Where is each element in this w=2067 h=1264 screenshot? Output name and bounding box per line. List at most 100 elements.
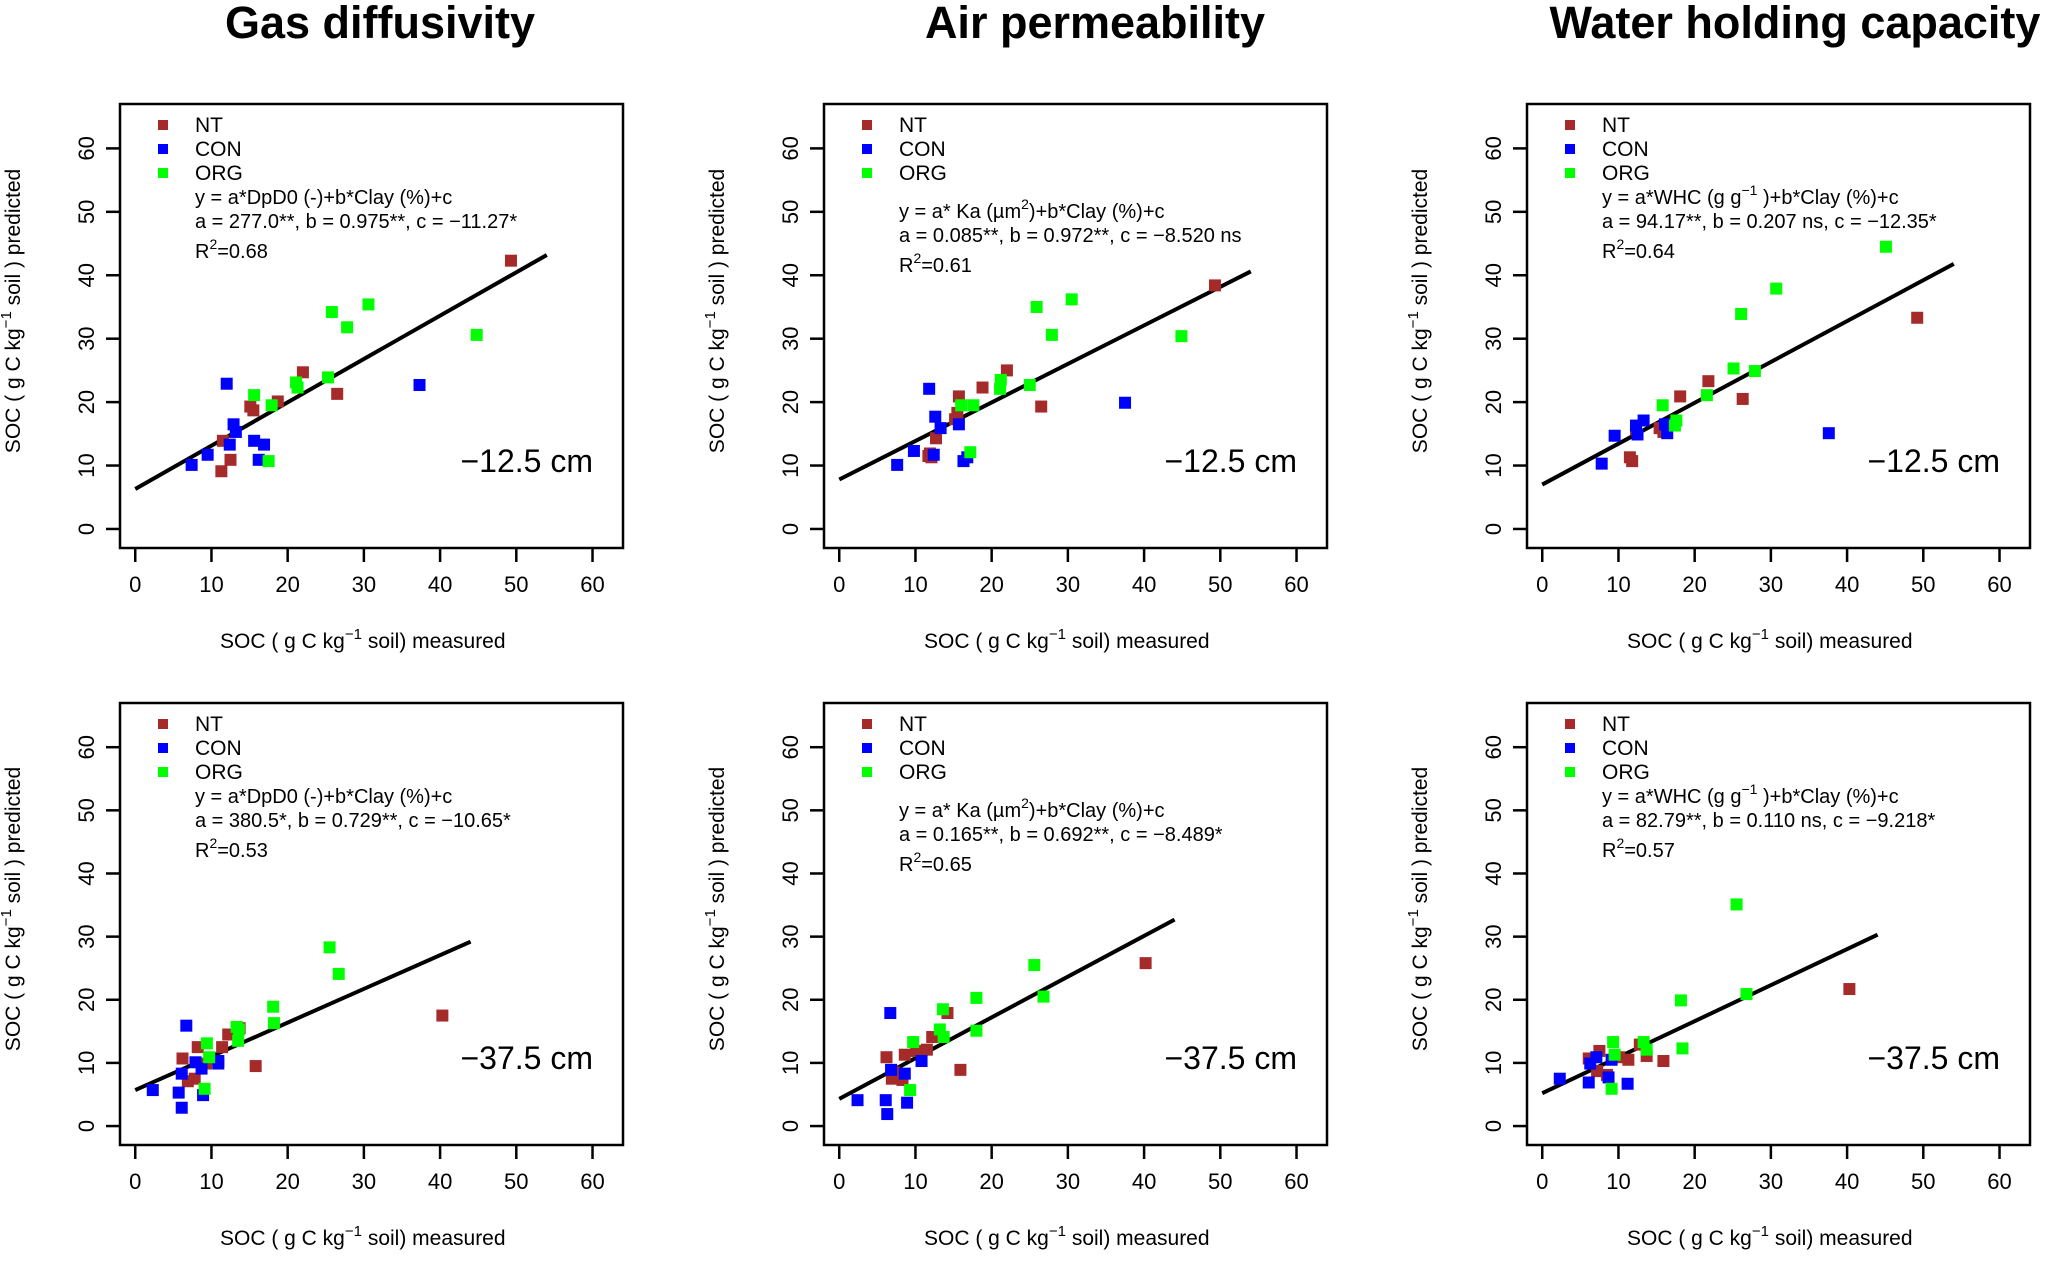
data-point-con xyxy=(258,438,271,451)
data-point-con xyxy=(934,422,947,435)
y-tick-label: 20 xyxy=(74,390,99,414)
data-point-org xyxy=(1608,1048,1621,1061)
x-tick-label: 30 xyxy=(1759,1169,1783,1194)
legend-label-con: CON xyxy=(1602,138,1649,161)
data-point-con xyxy=(201,448,214,461)
y-tick-label: 40 xyxy=(1481,263,1506,287)
y-tick-label: 40 xyxy=(74,263,99,287)
x-tick-label: 50 xyxy=(504,1169,528,1194)
y-tick-label: 60 xyxy=(74,735,99,759)
data-point-org xyxy=(937,1031,950,1044)
data-point-nt xyxy=(954,1063,967,1076)
y-tick-label: 40 xyxy=(778,861,803,885)
x-tick-label: 30 xyxy=(1056,572,1080,597)
plot-frame xyxy=(822,701,1329,1147)
x-tick-label: 0 xyxy=(1536,1169,1548,1194)
data-point-org xyxy=(1028,959,1041,972)
x-tick-label: 40 xyxy=(1132,1169,1156,1194)
legend-swatch-con xyxy=(862,743,872,753)
data-point-con xyxy=(1119,396,1132,409)
data-point-con xyxy=(195,1062,208,1075)
data-point-nt xyxy=(249,1060,262,1073)
y-tick-label: 20 xyxy=(778,988,803,1012)
legend-label-org: ORG xyxy=(1602,761,1650,784)
column-title-gas-diffusivity: Gas diffusivity xyxy=(224,0,536,48)
data-point-org xyxy=(955,399,968,412)
data-point-nt xyxy=(331,387,344,400)
column-title-water-holding-capacity: Water holding capacity xyxy=(1549,0,2041,48)
data-point-org xyxy=(262,455,275,468)
data-point-org xyxy=(1748,365,1761,378)
y-tick-label: 0 xyxy=(778,1120,803,1132)
data-point-con xyxy=(185,458,198,471)
legend-swatch-org xyxy=(158,767,168,777)
scatter-panel-5: 0 10 20 30 40 50 60 0 10 20 30 40 50 60 SOC ( g C kg−1… xyxy=(702,701,1329,1250)
data-point-con xyxy=(891,458,904,471)
data-point-nt xyxy=(1035,400,1048,413)
legend-label-nt: NT xyxy=(1602,114,1630,137)
data-point-con xyxy=(1602,1071,1615,1084)
legend-label-org: ORG xyxy=(899,162,947,185)
data-point-org xyxy=(332,967,345,980)
data-point-con xyxy=(881,1108,894,1121)
regression-equation: y = a*WHC (g g−1 )+b*Clay (%)+c xyxy=(1602,182,1899,209)
data-point-org xyxy=(970,991,983,1004)
legend-swatch-org xyxy=(862,767,872,777)
data-point-con xyxy=(172,1086,185,1099)
data-point-org xyxy=(1045,328,1058,341)
data-point-con xyxy=(884,1007,897,1020)
regression-coefficients: a = 277.0**, b = 0.975**, c = −11.27* xyxy=(195,211,517,233)
data-point-con xyxy=(220,377,233,390)
data-point-nt xyxy=(1000,364,1013,377)
legend-swatch-nt xyxy=(862,719,872,729)
depth-label: −12.5 cm xyxy=(1867,443,2000,479)
legend-swatch-con xyxy=(1565,743,1575,753)
data-point-org xyxy=(267,1017,280,1030)
y-tick-label: 10 xyxy=(778,1051,803,1075)
x-tick-label: 50 xyxy=(504,572,528,597)
y-tick-label: 10 xyxy=(1481,453,1506,477)
data-point-con xyxy=(1608,429,1621,442)
r-squared: R2=0.61 xyxy=(899,250,972,277)
data-point-org xyxy=(203,1051,216,1064)
legend-swatch-nt xyxy=(1565,120,1575,130)
legend-label-con: CON xyxy=(899,737,946,760)
scatter-panel-3: 0 10 20 30 40 50 60 0 10 20 30 40 50 60 SOC ( g C kg−1… xyxy=(1405,102,2032,653)
data-point-con xyxy=(1658,418,1671,431)
data-point-org xyxy=(470,328,483,341)
y-tick-label: 30 xyxy=(74,326,99,350)
y-tick-label: 50 xyxy=(778,200,803,224)
data-point-nt xyxy=(1208,279,1221,292)
regression-coefficients: a = 380.5*, b = 0.729**, c = −10.65* xyxy=(195,810,511,832)
y-tick-label: 0 xyxy=(778,523,803,535)
data-point-con xyxy=(923,382,936,395)
data-point-con xyxy=(180,1019,193,1032)
y-tick-label: 30 xyxy=(778,326,803,350)
y-axis-label: SOC ( g C kg−1 soil ) predicted xyxy=(1405,767,1432,1051)
x-axis-label: SOC ( g C kg−1 soil) measured xyxy=(1627,626,1913,653)
y-tick-label: 0 xyxy=(74,523,99,535)
legend-label-nt: NT xyxy=(195,114,223,137)
legend-label-con: CON xyxy=(195,737,242,760)
plot-frame xyxy=(118,701,625,1147)
x-tick-label: 30 xyxy=(352,1169,376,1194)
scatter-panel-4: 0 10 20 30 40 50 60 0 10 20 30 40 50 60 SOC ( g C kg−1… xyxy=(0,701,625,1250)
data-point-nt xyxy=(1626,455,1639,468)
r-squared: R2=0.64 xyxy=(1602,236,1675,263)
y-tick-label: 60 xyxy=(778,735,803,759)
x-tick-label: 30 xyxy=(1056,1169,1080,1194)
y-axis-label: SOC ( g C kg−1 soil ) predicted xyxy=(702,767,729,1051)
x-tick-label: 40 xyxy=(1835,1169,1859,1194)
data-point-nt xyxy=(191,1041,204,1054)
r-squared: R2=0.53 xyxy=(195,835,268,862)
x-tick-label: 20 xyxy=(1682,572,1706,597)
legend-swatch-nt xyxy=(158,120,168,130)
data-point-org xyxy=(1023,378,1036,391)
legend-swatch-nt xyxy=(158,719,168,729)
y-tick-label: 60 xyxy=(778,136,803,160)
data-point-con xyxy=(885,1063,898,1076)
legend-swatch-con xyxy=(862,144,872,154)
data-point-org xyxy=(967,399,980,412)
data-point-nt xyxy=(920,1043,933,1056)
y-tick-label: 10 xyxy=(74,453,99,477)
